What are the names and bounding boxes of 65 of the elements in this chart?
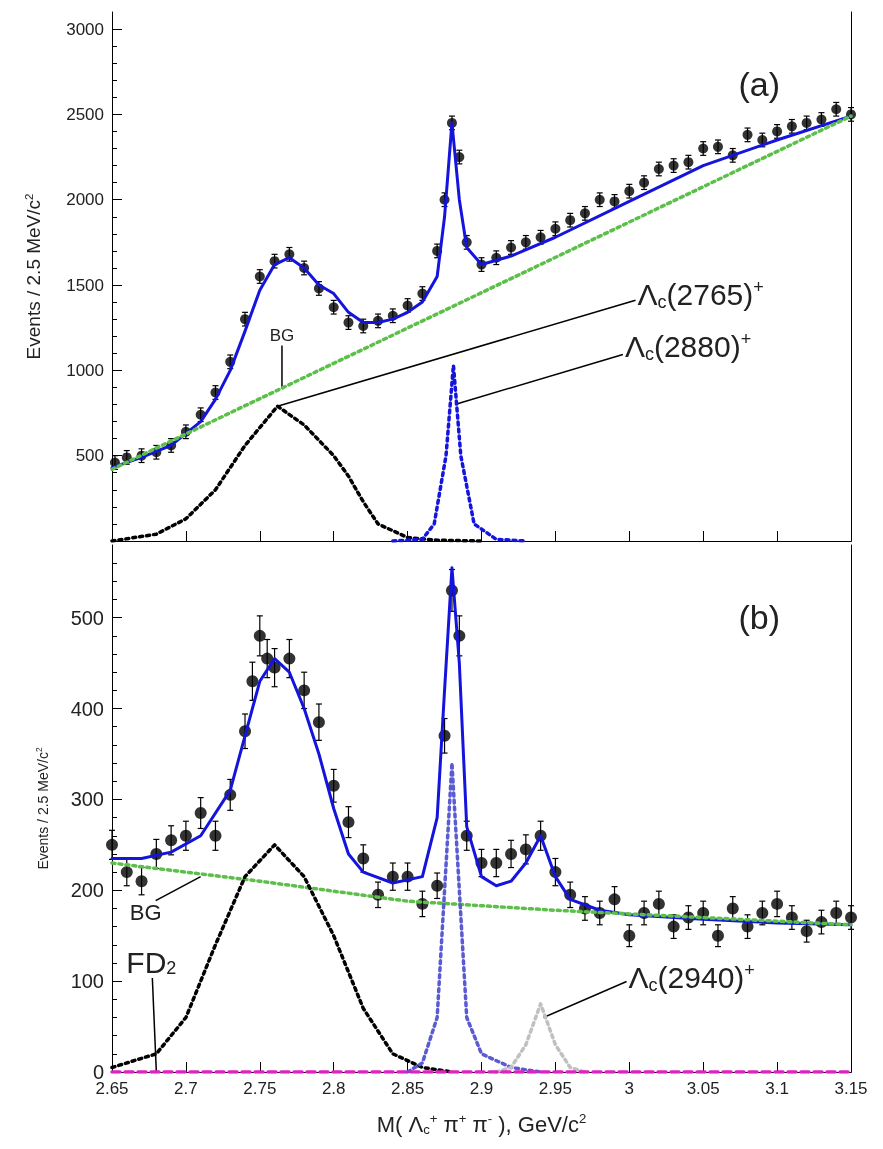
y-tick-label: 1500	[66, 275, 104, 295]
y-tick-label: 2500	[66, 104, 104, 124]
annotation: BG	[129, 900, 162, 926]
y-tick-label: 1000	[66, 360, 104, 380]
x-tick-label: 3.05	[686, 1079, 720, 1098]
x-tick-label: 3.15	[834, 1079, 868, 1098]
x-tick-label: 2.85	[391, 1079, 425, 1098]
y-tick-label: 300	[70, 788, 104, 811]
point	[179, 829, 192, 842]
y-tick-label: 500	[70, 606, 104, 629]
point	[120, 866, 133, 879]
point	[623, 929, 636, 942]
x-tick-label: 2.95	[538, 1079, 572, 1098]
point	[261, 652, 274, 665]
line-series	[405, 761, 543, 1074]
point	[683, 157, 694, 168]
point	[756, 906, 769, 919]
x-tick-label: 2.9	[469, 1079, 494, 1098]
point	[342, 816, 355, 829]
x-tick-label: 2.75	[243, 1079, 277, 1098]
point	[328, 302, 339, 313]
point	[106, 838, 118, 851]
point	[431, 879, 444, 892]
point	[505, 847, 518, 860]
y-tick-label: 200	[70, 879, 104, 902]
point	[283, 652, 296, 665]
point	[652, 897, 665, 910]
x-tick-label: 2.7	[174, 1079, 198, 1098]
y-tick-label: 2000	[66, 190, 104, 210]
y-tick-label: 500	[75, 446, 104, 466]
point	[712, 141, 723, 152]
point	[845, 911, 857, 924]
point	[565, 215, 576, 226]
y-tick-label: 3000	[66, 19, 104, 39]
point	[830, 906, 843, 919]
point	[253, 629, 266, 642]
point	[135, 875, 148, 888]
point	[246, 675, 259, 688]
point	[490, 857, 503, 870]
point	[194, 807, 207, 820]
y-tick-label: 400	[70, 697, 104, 720]
y-tick-label: 100	[70, 970, 104, 993]
point	[298, 684, 311, 697]
x-tick-label: 3.1	[765, 1079, 789, 1098]
point	[667, 920, 680, 933]
point	[608, 893, 621, 906]
annotation: (b)	[738, 598, 781, 636]
point	[209, 829, 222, 842]
point	[771, 897, 784, 910]
point	[312, 716, 325, 729]
point	[711, 929, 724, 942]
point	[165, 834, 178, 847]
line-series	[391, 363, 528, 543]
x-tick-label: 3	[624, 1079, 635, 1098]
annotation: BG	[269, 325, 295, 345]
point	[357, 852, 370, 865]
point	[800, 925, 813, 938]
annotation: FD2	[126, 945, 177, 979]
point	[327, 779, 340, 792]
point	[520, 237, 531, 248]
point	[519, 843, 532, 856]
annotation: (a)	[738, 65, 781, 103]
point	[801, 117, 812, 128]
x-tick-label: 2.8	[321, 1079, 346, 1098]
point	[726, 902, 739, 915]
